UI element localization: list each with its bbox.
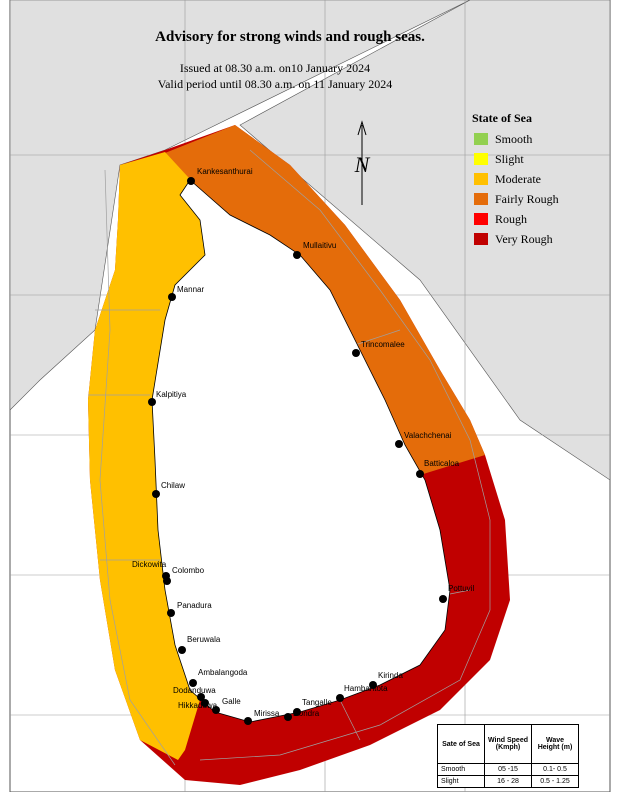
city-label: Pottuvil bbox=[448, 584, 474, 593]
sea-zone-lines bbox=[88, 149, 491, 766]
city-label: Dodanduwa bbox=[173, 686, 216, 695]
city-marker bbox=[284, 713, 292, 721]
city-label: Trincomalee bbox=[361, 340, 405, 349]
legend-label: Very Rough bbox=[495, 232, 553, 246]
sea-state-table: Sate of Sea Wind Speed (Kmph) Wave Heigh… bbox=[437, 724, 579, 788]
table-cell: 0.1- 0.5 bbox=[531, 763, 579, 776]
legend-swatch bbox=[474, 193, 488, 205]
north-label: N bbox=[354, 152, 371, 177]
city-label: Colombo bbox=[172, 566, 205, 575]
legend-label: Smooth bbox=[495, 132, 532, 146]
legend-title: State of Sea bbox=[472, 111, 532, 125]
table-header: Wave Height (m) bbox=[531, 724, 579, 764]
city-marker bbox=[336, 694, 344, 702]
city-label: Dickowita bbox=[132, 560, 167, 569]
legend-swatch bbox=[474, 153, 488, 165]
city-label: Panadura bbox=[177, 601, 212, 610]
city-label: Kirinda bbox=[378, 671, 403, 680]
city-marker bbox=[212, 706, 220, 714]
city-label: Mannar bbox=[177, 285, 204, 294]
city-marker bbox=[244, 717, 252, 725]
table-cell: 16 - 28 bbox=[484, 775, 532, 788]
city-marker bbox=[189, 679, 197, 687]
legend-label: Slight bbox=[495, 152, 524, 166]
city-label: Batticaloa bbox=[424, 459, 460, 468]
issued: Issued at 08.30 a.m. on10 January 2024 bbox=[180, 61, 370, 75]
city-label: Galle bbox=[222, 697, 241, 706]
city-marker bbox=[201, 699, 209, 707]
table-header: Wind Speed (Kmph) bbox=[484, 724, 532, 764]
city-marker bbox=[168, 293, 176, 301]
city-marker bbox=[395, 440, 403, 448]
city-marker bbox=[197, 693, 205, 701]
legend-swatch bbox=[474, 133, 488, 145]
north-arrow: N bbox=[354, 120, 371, 205]
city-marker bbox=[187, 177, 195, 185]
city-label: Hambantota bbox=[344, 684, 388, 693]
city-marker bbox=[293, 708, 301, 716]
table-cell: 0.5 - 1.25 bbox=[531, 775, 579, 788]
legend-swatch bbox=[474, 173, 488, 185]
city-label: Ambalangoda bbox=[198, 668, 248, 677]
table-cell: 05 -15 bbox=[484, 763, 532, 776]
legend-label: Rough bbox=[495, 212, 527, 226]
cities: Kankesanthurai Mullaitivu Mannar Trincom… bbox=[132, 167, 474, 725]
city-marker bbox=[293, 251, 301, 259]
table-cell: Smooth bbox=[437, 763, 485, 776]
city-label: Valachchenai bbox=[404, 431, 452, 440]
city-marker bbox=[163, 577, 171, 585]
city-label: Mullaitivu bbox=[303, 241, 336, 250]
city-marker bbox=[152, 490, 160, 498]
legend-swatch bbox=[474, 213, 488, 225]
city-marker bbox=[178, 646, 186, 654]
city-marker bbox=[148, 398, 156, 406]
land-east bbox=[239, 0, 611, 481]
legend: Smooth Slight Moderate Fairly Rough Rough Ver… bbox=[474, 132, 559, 246]
city-marker bbox=[369, 681, 377, 689]
city-marker bbox=[167, 609, 175, 617]
table-header: Sate of Sea bbox=[437, 724, 485, 764]
legend-label: Moderate bbox=[495, 172, 541, 186]
legend-swatch bbox=[474, 233, 488, 245]
city-label: Chilaw bbox=[161, 481, 185, 490]
city-label: Mirissa bbox=[254, 709, 280, 718]
city-label: Kalpitiya bbox=[156, 390, 187, 399]
city-label: Hikkaduwa bbox=[178, 701, 218, 710]
valid: Valid period until 08.30 a.m. on 11 Janu… bbox=[158, 77, 393, 91]
city-marker bbox=[439, 595, 447, 603]
table-cell: Slight bbox=[437, 775, 485, 788]
legend-label: Fairly Rough bbox=[495, 192, 559, 206]
city-label: Beruwala bbox=[187, 635, 221, 644]
island bbox=[151, 179, 451, 723]
city-label: Dondra bbox=[293, 709, 320, 718]
city-marker bbox=[352, 349, 360, 357]
title: Advisory for strong winds and rough seas… bbox=[155, 29, 425, 45]
city-marker bbox=[416, 470, 424, 478]
city-label: Tangalle bbox=[302, 698, 332, 707]
city-label: Kankesanthurai bbox=[197, 167, 253, 176]
